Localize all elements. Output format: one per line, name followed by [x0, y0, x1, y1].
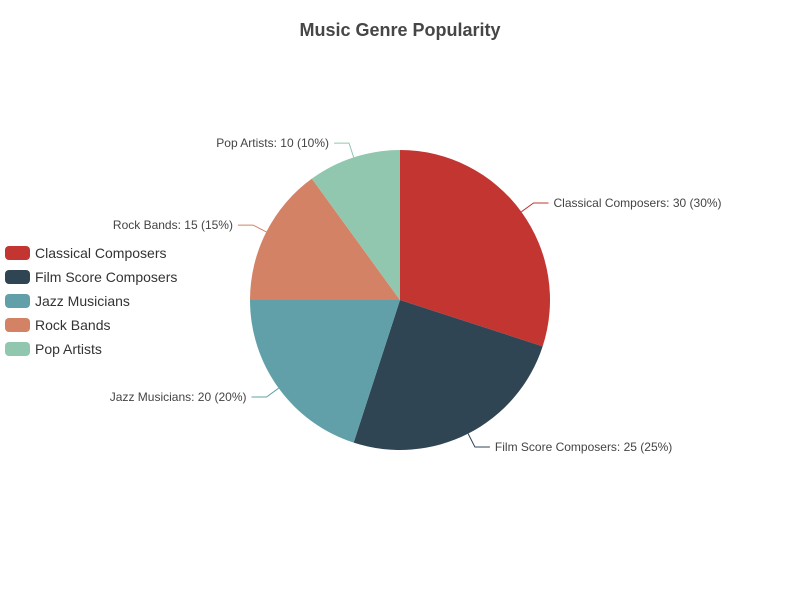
legend-item-rock-bands[interactable]: Rock Bands [5, 313, 177, 337]
legend-item-film-score-composers[interactable]: Film Score Composers [5, 265, 177, 289]
legend-label-rock-bands: Rock Bands [35, 317, 111, 333]
legend: Classical Composers Film Score Composers… [5, 241, 177, 361]
chart-title: Music Genre Popularity [299, 20, 501, 40]
legend-item-jazz-musicians[interactable]: Jazz Musicians [5, 289, 177, 313]
slice-label-rock-bands: Rock Bands: 15 (15%) [113, 218, 233, 232]
legend-label-jazz-musicians: Jazz Musicians [35, 293, 130, 309]
label-line-pop-artists [334, 142, 355, 158]
legend-label-pop-artists: Pop Artists [35, 341, 102, 357]
legend-swatch-jazz-musicians [5, 294, 30, 308]
slice-label-jazz-musicians: Jazz Musicians: 20 (20%) [110, 390, 247, 404]
legend-swatch-pop-artists [5, 342, 30, 356]
pie-slice-rock-bands[interactable] [250, 178, 400, 300]
label-line-jazz-musicians [251, 387, 279, 398]
label-line-film-score-composers [467, 433, 490, 448]
legend-item-classical-composers[interactable]: Classical Composers [5, 241, 177, 265]
slice-label-pop-artists: Pop Artists: 10 (10%) [216, 136, 329, 150]
label-line-rock-bands [237, 224, 267, 233]
legend-label-film-score-composers: Film Score Composers [35, 269, 178, 285]
legend-item-pop-artists[interactable]: Pop Artists [5, 337, 177, 361]
pie-slice-jazz-musicians[interactable] [250, 300, 400, 443]
slice-label-film-score-composers: Film Score Composers: 25 (25%) [495, 440, 672, 454]
slice-label-classical-composers: Classical Composers: 30 (30%) [553, 196, 721, 210]
legend-swatch-film-score-composers [5, 270, 30, 284]
pie-slice-classical-composers[interactable] [400, 150, 550, 347]
pie-slice-film-score-composers[interactable] [353, 300, 543, 450]
legend-swatch-rock-bands [5, 318, 30, 332]
label-line-classical-composers [521, 202, 549, 213]
legend-swatch-classical-composers [5, 246, 30, 260]
legend-label-classical-composers: Classical Composers [35, 245, 167, 261]
pie-slice-pop-artists[interactable] [311, 150, 400, 300]
